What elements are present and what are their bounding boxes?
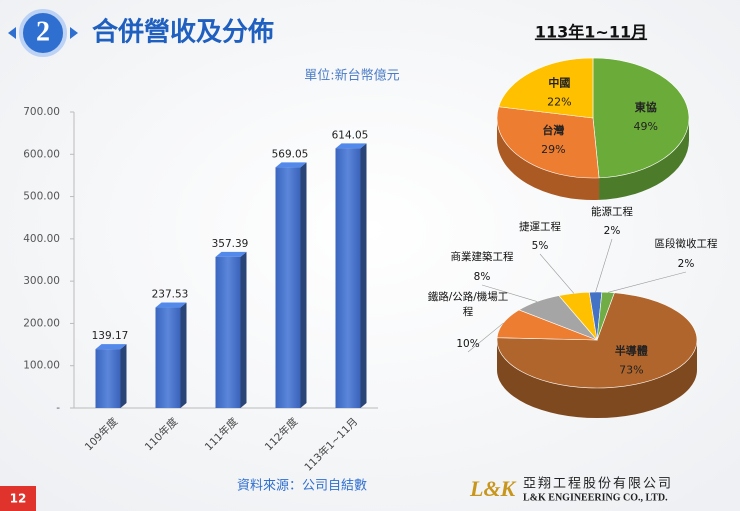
slice-value-label: 49% (634, 120, 658, 133)
y-tick-label: 400.00 (23, 233, 60, 245)
pie-side (599, 118, 689, 200)
page-number: 12 (10, 492, 27, 506)
pie-side (497, 340, 697, 418)
y-tick-label: 300.00 (23, 275, 60, 287)
bar (95, 349, 121, 408)
slice-value-label: 29% (541, 143, 565, 156)
pie-slice (496, 106, 600, 179)
source-note: 資料來源：公司自結數 (237, 479, 367, 494)
bar (335, 148, 361, 408)
slice-label: 商業建築工程 (450, 251, 514, 263)
bar-top (215, 251, 247, 257)
data-label: 357.39 (212, 238, 249, 250)
pie-title: 113年1~11月 (535, 23, 647, 42)
bar-top (335, 143, 367, 149)
pie-side (497, 118, 600, 200)
bar-top (95, 344, 127, 350)
section-number: 2 (36, 16, 50, 47)
bar-top (155, 302, 187, 308)
leader-line (595, 238, 613, 293)
bar-side (180, 302, 187, 408)
page-badge (0, 486, 36, 511)
y-tick-label: 100.00 (23, 360, 60, 372)
company-name-en: L&K ENGINEERING CO., LTD. (523, 492, 668, 503)
data-label: 569.05 (272, 148, 309, 160)
y-tick-label: 500.00 (23, 191, 60, 203)
slice-value-label: 2% (678, 258, 695, 270)
logo: L&K (469, 476, 517, 501)
y-tick-label: - (56, 402, 60, 414)
slice-value-label: 22% (547, 96, 571, 109)
data-label: 237.53 (152, 289, 189, 301)
slide-title: 合併營收及分佈 (92, 17, 274, 48)
leader-line (608, 271, 687, 293)
leader-line (481, 284, 538, 302)
leader-line (467, 322, 504, 353)
leader-line (539, 253, 575, 294)
data-label: 614.05 (332, 129, 369, 141)
arrow-right (70, 27, 78, 39)
slice-label: 中國 (548, 76, 570, 90)
arrow-left (8, 27, 16, 39)
pie-slice (592, 57, 690, 179)
slice-value-label: 2% (604, 225, 621, 237)
bar (155, 307, 181, 408)
slice-label: 能源工程 (591, 206, 633, 218)
slice-value-label: 8% (474, 271, 491, 283)
bar (275, 167, 301, 408)
slice-label: 鐵路/公路/機場工程 (427, 291, 509, 318)
pie-slice (498, 57, 594, 119)
slice-label: 區段徵收工程 (654, 238, 718, 250)
bar-side (300, 162, 307, 408)
slice-label: 捷運工程 (519, 221, 561, 233)
chart-subtitle: 單位:新台幣億元 (304, 68, 399, 84)
bar-side (120, 344, 127, 408)
y-tick-label: 700.00 (23, 106, 60, 118)
bar-top (275, 162, 307, 168)
section-badge (19, 9, 67, 57)
data-label: 139.17 (92, 330, 129, 342)
slice-value-label: 5% (532, 240, 549, 252)
bar-side (360, 143, 367, 408)
slice-value-label: 10% (456, 338, 479, 350)
slice-value-label: 73% (619, 364, 643, 377)
bar-side (240, 251, 247, 408)
bar (215, 256, 241, 408)
slice-label: 半導體 (615, 344, 648, 358)
slice-label: 東協 (635, 100, 657, 114)
y-tick-label: 200.00 (23, 317, 60, 329)
slice-label: 台灣 (542, 123, 564, 137)
company-name: 亞翔工程股份有限公司 (523, 477, 673, 492)
y-tick-label: 600.00 (23, 148, 60, 160)
